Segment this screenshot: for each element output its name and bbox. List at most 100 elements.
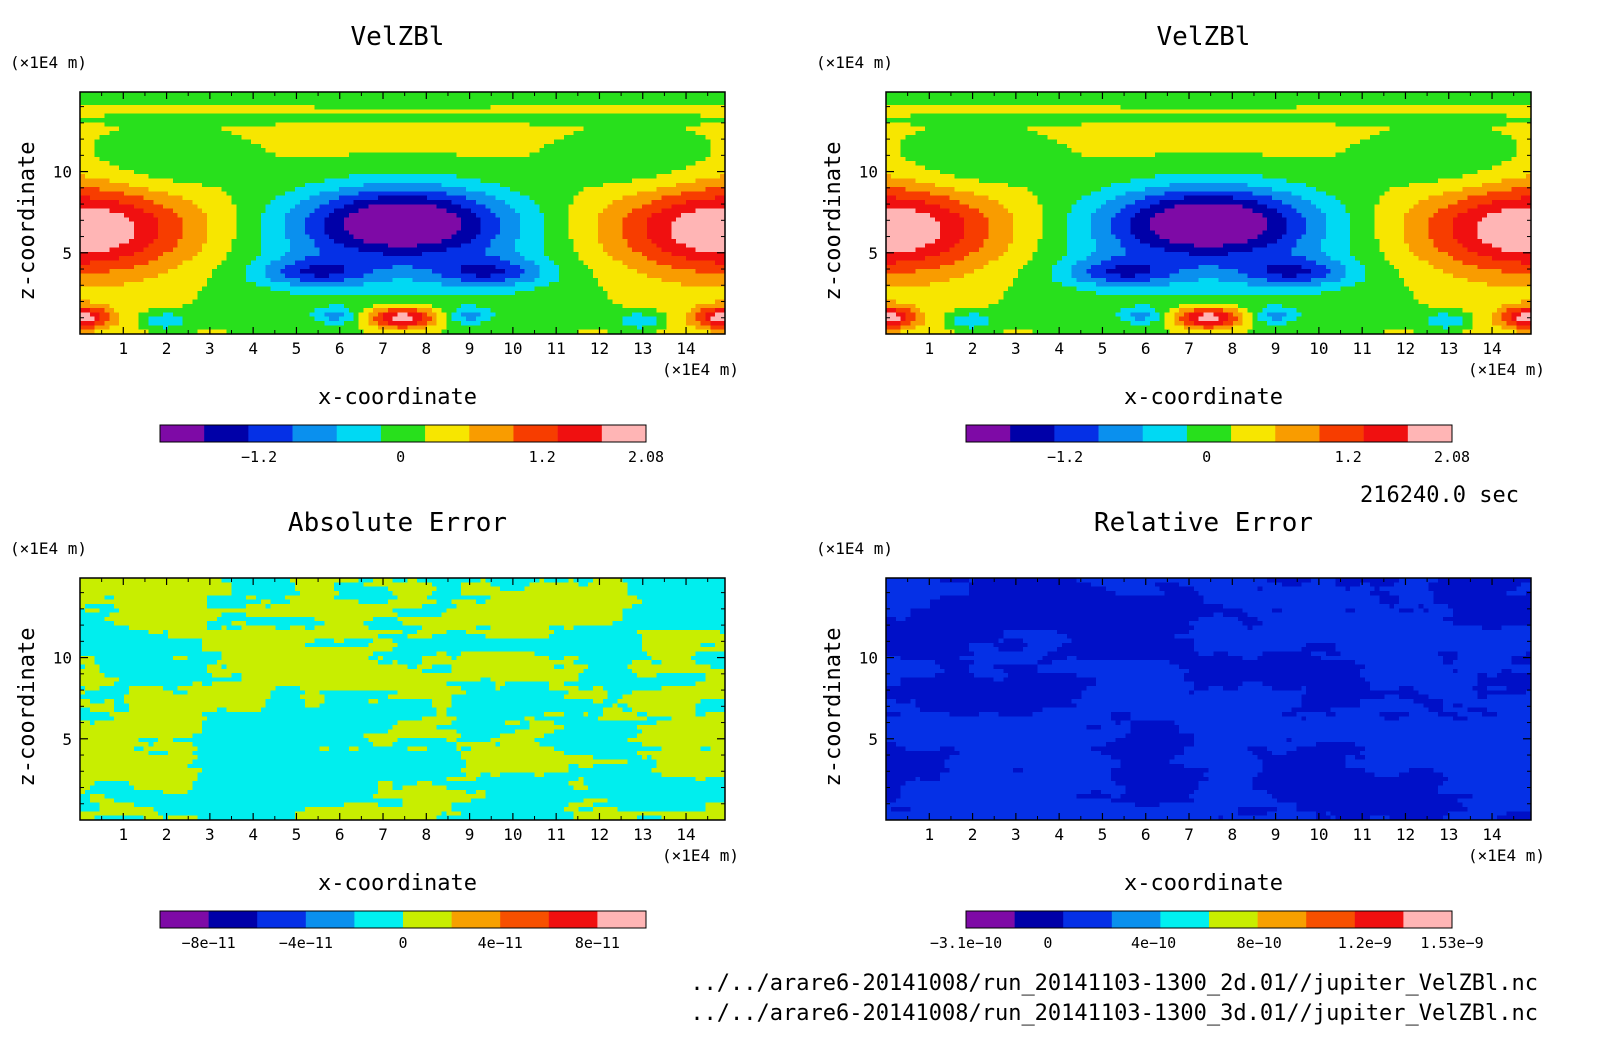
field-cell [695,191,702,197]
field-cell [373,161,379,167]
field-cell [255,100,262,106]
field-cell [529,243,536,249]
field-cell [510,139,516,145]
field-cell [671,135,677,141]
field-cell [593,213,599,218]
field-cell [466,104,472,110]
field-cell [514,182,521,188]
field-cell [671,148,677,154]
field-cell [290,178,296,184]
field-cell [617,243,623,249]
field-cell [475,130,482,136]
field-cell [260,161,267,167]
field-cell [485,251,492,257]
field-cell [109,191,115,197]
field-cell [202,230,208,236]
field-cell [417,139,423,145]
field-cell [246,109,252,115]
field-cell [358,182,365,188]
field-cell [402,221,408,227]
field-cell [358,117,365,123]
field-cell [534,195,540,201]
field-cell [353,213,360,218]
field-cell [163,238,169,244]
field-cell [563,122,570,128]
field-cell [163,247,169,253]
field-cell [133,225,140,231]
field-cell [720,178,726,184]
field-cell [299,143,306,149]
field-cell [456,126,462,132]
field-cell [314,230,321,236]
field-cell [578,208,584,214]
field-cell [290,96,296,102]
field-cell [436,251,443,257]
field-cell [270,139,277,145]
field-cell [651,238,658,244]
field-cell [720,148,726,154]
field-cell [607,130,614,136]
field-cell [695,92,702,97]
field-cell [700,221,707,227]
field-cell [602,109,609,115]
field-cell [368,191,374,197]
field-cell [382,247,389,253]
field-cell [153,135,159,141]
field-cell [84,204,91,210]
field-cell [485,243,492,249]
field-cell [138,165,145,171]
field-cell [573,243,580,249]
field-cell [534,178,540,184]
field-cell [285,204,291,210]
field-cell [319,92,325,97]
field-cell [490,238,496,244]
field-cell [495,161,501,167]
field-cell [563,109,570,115]
field-cell [128,117,135,123]
field-cell [617,247,623,253]
field-cell [324,148,330,154]
field-cell [216,126,223,132]
field-cell [456,152,462,158]
field-cell [163,225,169,231]
field-cell [544,148,550,154]
field-cell [378,200,384,205]
field-cell [632,148,638,154]
field-cell [568,247,575,253]
field-cell [490,143,496,149]
field-cell [539,169,545,175]
field-cell [231,243,237,249]
field-cell [280,204,286,210]
field-cell [666,104,672,110]
field-cell [666,182,672,188]
field-cell [197,204,203,210]
field-cell [221,126,228,132]
field-cell [123,243,130,249]
field-cell [685,230,692,236]
field-cell [597,96,604,102]
field-cell [207,165,213,171]
field-cell [524,161,531,167]
field-cell [632,122,638,128]
field-cell [436,204,443,210]
field-cell [519,195,526,201]
field-cell [392,148,399,154]
field-cell [637,208,643,214]
field-cell [666,234,672,240]
field-cell [304,143,311,149]
field-cell [549,200,555,205]
field-cell [461,96,467,102]
field-cell [123,204,130,210]
field-cell [519,204,526,210]
field-cell [583,247,589,253]
field-cell [99,200,106,205]
field-cell [436,113,443,119]
field-cell [695,221,702,227]
field-cell [138,109,145,115]
field-cell [104,213,110,218]
field-cell [304,126,311,132]
field-cell [641,126,648,132]
field-cell [363,165,369,171]
field-cell [158,165,164,171]
field-cell [397,221,404,227]
